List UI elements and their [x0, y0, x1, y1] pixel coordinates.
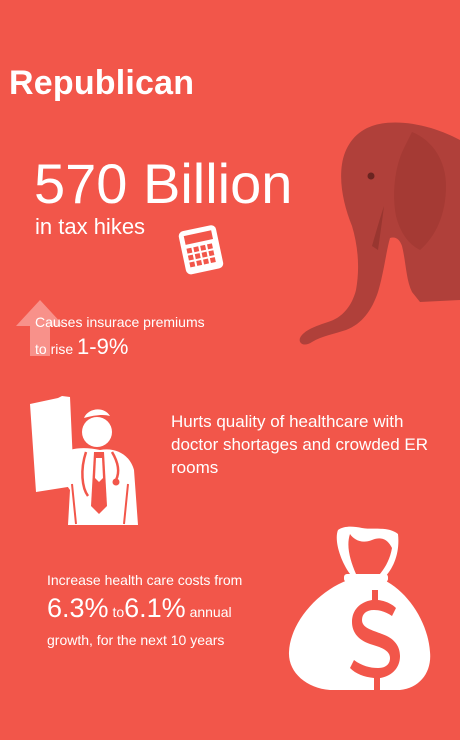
- costs-line3: growth, for the next 10 years: [47, 632, 225, 648]
- costs-line1: Increase health care costs from: [47, 572, 243, 588]
- premiums-line2: to rise 1-9%: [35, 334, 128, 360]
- premiums-range: 1-9%: [77, 334, 129, 359]
- tax-label: in tax hikes: [35, 214, 146, 239]
- premiums-line1: Causes insurace premiums: [35, 314, 205, 330]
- tax-amount: 570 Billion: [34, 152, 293, 215]
- costs-from: 6.3%: [47, 593, 109, 623]
- page-title: Republican: [9, 64, 195, 102]
- costs-annual: annual: [189, 604, 232, 620]
- premiums-prefix: to rise: [35, 341, 74, 357]
- quality-text: Hurts quality of healthcare with doctor …: [171, 412, 429, 477]
- costs-to: 6.1%: [124, 593, 186, 623]
- costs-to-word: to: [112, 604, 125, 620]
- costs-line2: 6.3% to6.1% annual: [47, 593, 232, 624]
